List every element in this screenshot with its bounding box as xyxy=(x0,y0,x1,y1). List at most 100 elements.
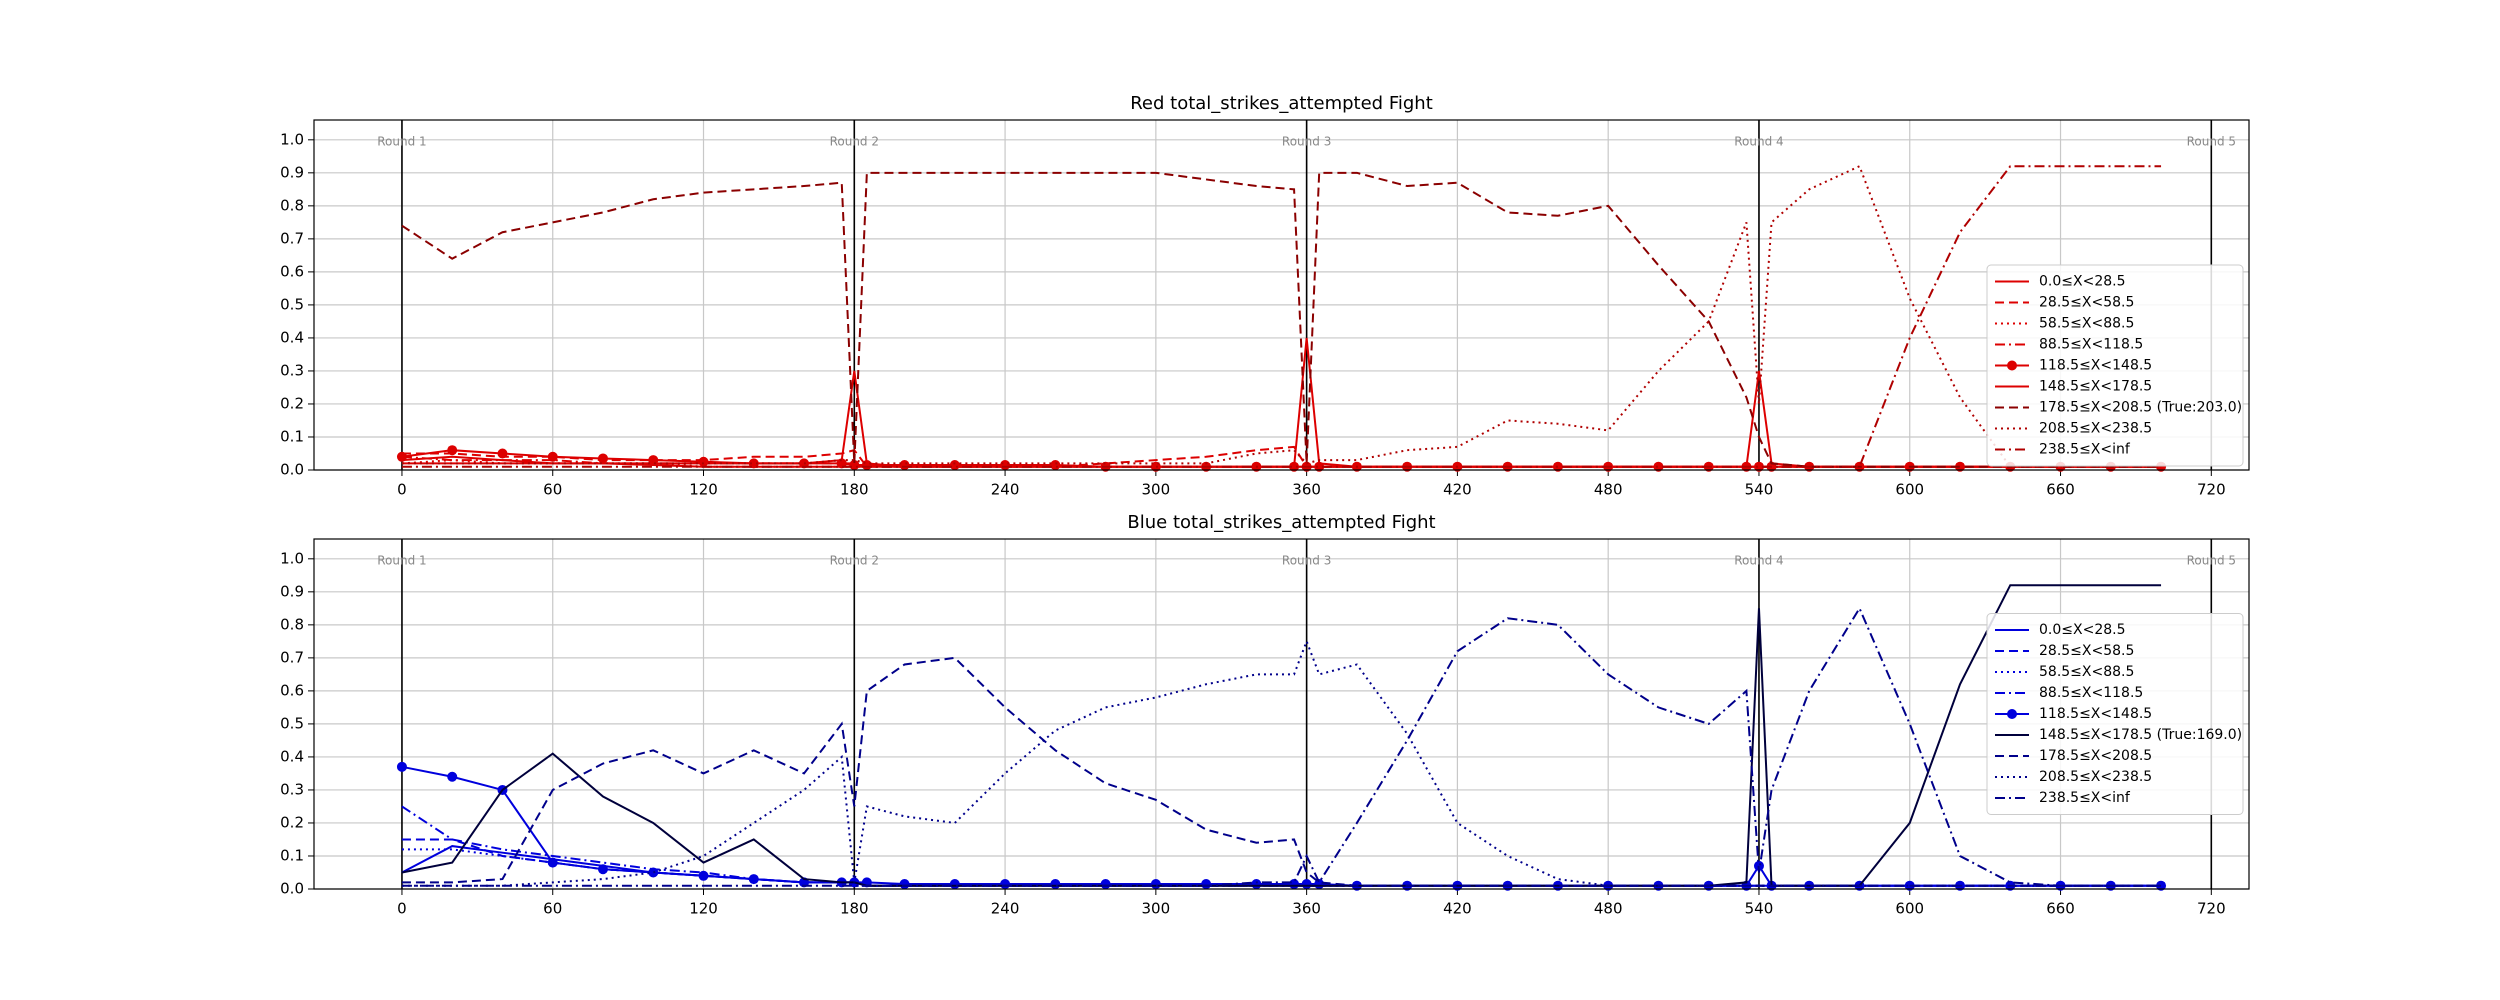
y-tick-label: 0.8 xyxy=(280,196,304,214)
x-tick-label: 0 xyxy=(397,900,407,918)
y-tick-label: 0.2 xyxy=(280,394,304,412)
series-marker xyxy=(1000,879,1011,890)
x-tick-label: 300 xyxy=(1142,481,1171,499)
y-tick-label: 0.4 xyxy=(280,328,304,346)
legend-label: 28.5≤X<58.5 xyxy=(2039,295,2134,311)
round-label: Round 4 xyxy=(1734,135,1783,149)
series-marker xyxy=(1100,879,1111,890)
x-tick-label: 420 xyxy=(1443,481,1472,499)
series-marker xyxy=(899,879,910,890)
series-marker xyxy=(949,879,960,890)
y-tick-label: 0.2 xyxy=(280,813,304,831)
series-marker xyxy=(648,867,659,878)
legend-label: 178.5≤X<208.5 xyxy=(2039,748,2152,764)
series-marker xyxy=(497,448,508,459)
round-label: Round 4 xyxy=(1734,554,1783,568)
series-marker xyxy=(1753,461,1764,472)
y-tick-label: 0.6 xyxy=(280,262,304,280)
x-tick-label: 240 xyxy=(991,900,1020,918)
legend-label: 88.5≤X<118.5 xyxy=(2039,685,2143,701)
plot-frame xyxy=(313,538,2250,890)
series-marker xyxy=(1251,879,1262,890)
series-marker xyxy=(1050,879,1061,890)
y-tick-label: 1.0 xyxy=(280,130,304,148)
legend-label: 148.5≤X<178.5 (True:169.0) xyxy=(2039,727,2242,743)
plot-frame xyxy=(313,119,2250,471)
x-tick-label: 480 xyxy=(1594,900,1623,918)
x-tick-label: 720 xyxy=(2197,900,2226,918)
x-tick-label: 360 xyxy=(1292,481,1321,499)
legend-marker xyxy=(2007,360,2017,371)
x-tick-label: 360 xyxy=(1292,900,1321,918)
series-marker xyxy=(1000,460,1011,471)
x-tick-label: 180 xyxy=(840,481,869,499)
series-marker xyxy=(447,771,458,782)
x-tick-label: 180 xyxy=(840,900,869,918)
series-marker xyxy=(899,460,910,471)
series-line xyxy=(401,164,2162,468)
legend-label: 58.5≤X<88.5 xyxy=(2039,664,2134,680)
legend-label: 148.5≤X<178.5 xyxy=(2039,379,2152,395)
series-marker xyxy=(1050,460,1061,471)
x-tick-label: 60 xyxy=(543,900,562,918)
x-tick-label: 120 xyxy=(689,481,718,499)
series-line xyxy=(401,606,2162,887)
legend: 0.0≤X<28.5 28.5≤X<58.5 58.5≤X<88.5 88.5≤X<1… xyxy=(1986,264,2244,467)
plot-area xyxy=(314,539,2249,889)
series-marker xyxy=(396,761,407,772)
series-marker xyxy=(698,870,709,881)
y-tick-label: 0.3 xyxy=(280,361,304,379)
legend-label: 208.5≤X<238.5 xyxy=(2039,421,2152,437)
legend-label: 58.5≤X<88.5 xyxy=(2039,316,2134,332)
chart-title: Red total_strikes_attempted Fight xyxy=(1130,93,1433,114)
y-tick-label: 0.1 xyxy=(280,427,304,445)
legend-marker xyxy=(2007,709,2017,719)
series-marker xyxy=(547,451,558,462)
x-tick-label: 600 xyxy=(1895,900,1924,918)
legend-label: 0.0≤X<28.5 xyxy=(2039,274,2126,290)
legend-label: 118.5≤X<148.5 xyxy=(2039,358,2152,374)
x-tick-label: 660 xyxy=(2046,900,2075,918)
round-label: Round 2 xyxy=(830,135,879,149)
y-tick-label: 0.5 xyxy=(280,714,304,732)
x-tick-label: 600 xyxy=(1895,481,1924,499)
series-marker xyxy=(447,445,458,456)
legend-label: 208.5≤X<238.5 xyxy=(2039,769,2152,785)
y-tick-label: 0.9 xyxy=(280,582,304,600)
y-tick-label: 0.0 xyxy=(280,880,304,898)
legend-box xyxy=(1986,613,2244,815)
x-tick-label: 540 xyxy=(1745,481,1774,499)
y-tick-label: 1.0 xyxy=(280,549,304,567)
series-marker xyxy=(1201,879,1212,890)
round-label: Round 5 xyxy=(2187,135,2236,149)
legend-label: 238.5≤X<inf xyxy=(2039,790,2131,806)
y-tick-label: 0.1 xyxy=(280,846,304,864)
y-tick-label: 0.3 xyxy=(280,780,304,798)
x-tick-label: 720 xyxy=(2197,481,2226,499)
legend-box xyxy=(1986,264,2244,467)
y-tick-label: 0.7 xyxy=(280,229,304,247)
series-marker xyxy=(597,864,608,875)
legend-label: 0.0≤X<28.5 xyxy=(2039,622,2126,638)
y-tick-label: 0.9 xyxy=(280,163,304,181)
chart-title: Blue total_strikes_attempted Fight xyxy=(1127,512,1435,533)
round-label: Round 5 xyxy=(2187,554,2236,568)
legend-label: 28.5≤X<58.5 xyxy=(2039,643,2134,659)
x-tick-label: 660 xyxy=(2046,481,2075,499)
series-marker xyxy=(748,874,759,885)
round-label: Round 3 xyxy=(1282,554,1331,568)
x-tick-label: 480 xyxy=(1594,481,1623,499)
series-marker xyxy=(1150,879,1161,890)
series-marker xyxy=(1289,879,1300,890)
y-tick-label: 0.0 xyxy=(280,461,304,479)
y-tick-label: 0.4 xyxy=(280,747,304,765)
y-tick-label: 0.7 xyxy=(280,648,304,666)
y-tick-label: 0.6 xyxy=(280,681,304,699)
series-marker xyxy=(597,453,608,464)
series-marker xyxy=(698,456,709,467)
series-marker xyxy=(547,857,558,868)
series-marker xyxy=(949,460,960,471)
y-tick-label: 0.8 xyxy=(280,615,304,633)
legend: 0.0≤X<28.5 28.5≤X<58.5 58.5≤X<88.5 88.5≤X<1… xyxy=(1986,613,2244,815)
